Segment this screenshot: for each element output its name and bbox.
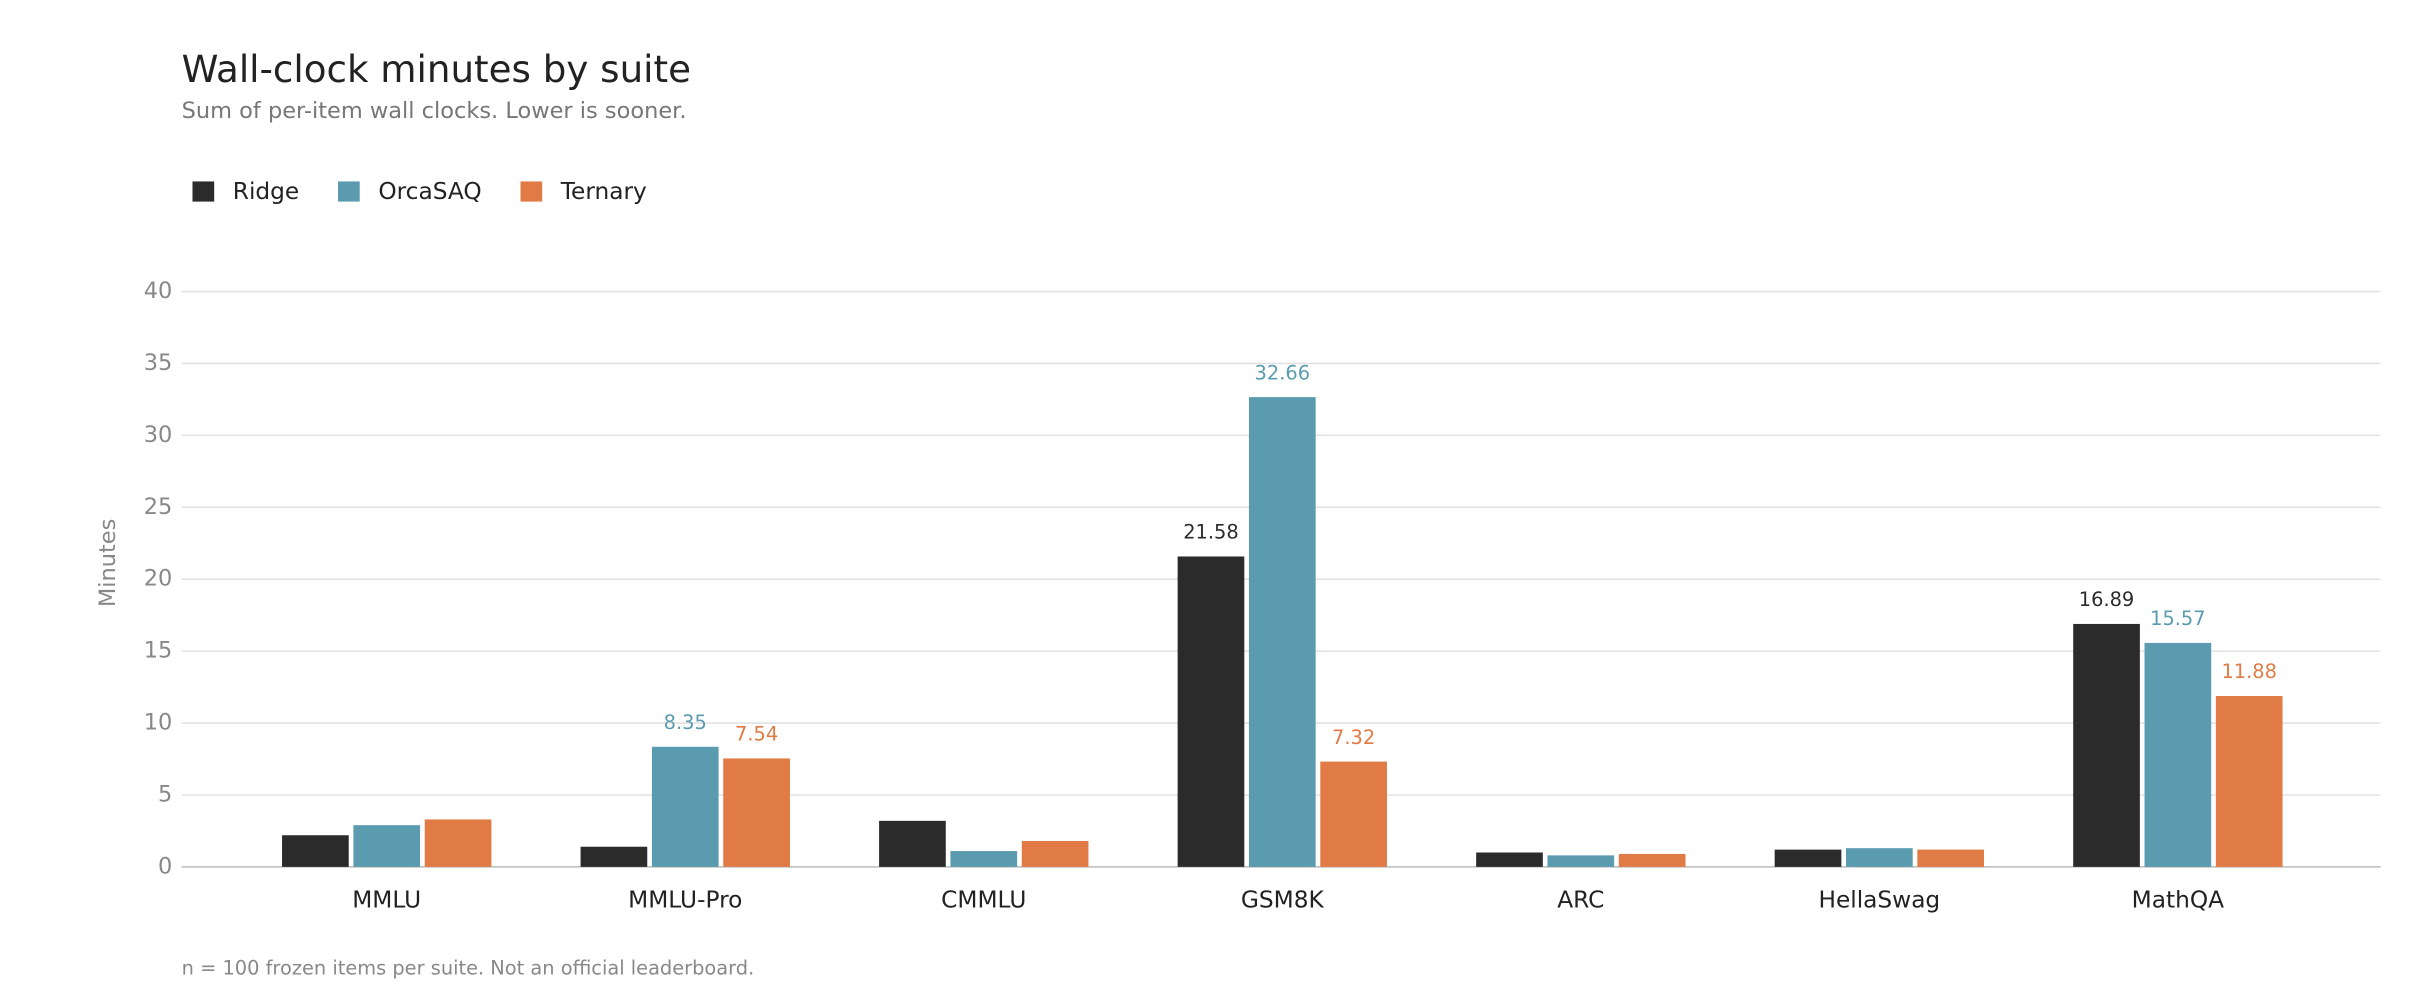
bar [424, 819, 492, 867]
y-tick-label: 25 [144, 494, 173, 520]
bar [651, 746, 719, 867]
legend-swatch [338, 181, 360, 202]
y-tick-label: 20 [144, 566, 173, 592]
data-label: 21.58 [1183, 521, 1238, 544]
legend-label: Ternary [560, 178, 647, 205]
bar [1476, 852, 1543, 867]
data-label: 16.89 [2079, 588, 2134, 611]
bar [2215, 696, 2283, 867]
bar [723, 758, 790, 867]
y-axis-label: Minutes [95, 519, 121, 607]
x-tick-label: MMLU-Pro [628, 886, 742, 913]
bar [282, 835, 349, 867]
y-tick-label: 40 [144, 278, 173, 304]
data-label: 11.88 [2221, 660, 2276, 683]
y-tick-label: 35 [144, 350, 173, 376]
bar [2144, 642, 2212, 867]
y-tick-label: 15 [144, 638, 173, 664]
bar [1846, 848, 1913, 867]
bar [879, 820, 946, 867]
bar [1248, 397, 1316, 867]
y-tick-label: 0 [158, 853, 172, 879]
x-tick-label: GSM8K [1241, 886, 1325, 913]
data-label: 7.54 [735, 723, 778, 746]
data-label: 15.57 [2150, 607, 2205, 630]
legend-label: Ridge [233, 178, 299, 205]
bar [353, 825, 421, 867]
y-tick-label: 10 [144, 710, 173, 736]
x-tick-label: ARC [1557, 886, 1604, 913]
legend-label: OrcaSAQ [378, 178, 481, 205]
data-label: 8.35 [664, 711, 707, 734]
x-tick-label: MMLU [352, 886, 421, 913]
y-tick-label: 30 [144, 422, 173, 448]
bar [1618, 853, 1686, 867]
bar [1774, 849, 1842, 867]
footnote: n = 100 frozen items per suite. Not an o… [182, 957, 755, 980]
data-label: 32.66 [1255, 361, 1310, 384]
x-tick-label: HellaSwag [1818, 886, 1940, 913]
x-tick-label: MathQA [2132, 886, 2224, 913]
chart-subtitle: Sum of per-item wall clocks. Lower is so… [182, 98, 687, 124]
bar [1320, 761, 1387, 867]
bar [580, 846, 648, 867]
bar [1177, 556, 1245, 867]
bar [1917, 849, 1985, 867]
legend-swatch [192, 181, 215, 202]
bar [2073, 623, 2140, 867]
y-tick-label: 5 [158, 781, 172, 807]
chart-title: Wall-clock minutes by suite [182, 47, 691, 91]
bar [950, 851, 1018, 867]
x-tick-label: CMMLU [941, 886, 1026, 913]
legend-swatch [520, 181, 543, 202]
data-label: 7.32 [1332, 726, 1375, 749]
bar [1547, 855, 1615, 867]
bar [1021, 840, 1089, 867]
